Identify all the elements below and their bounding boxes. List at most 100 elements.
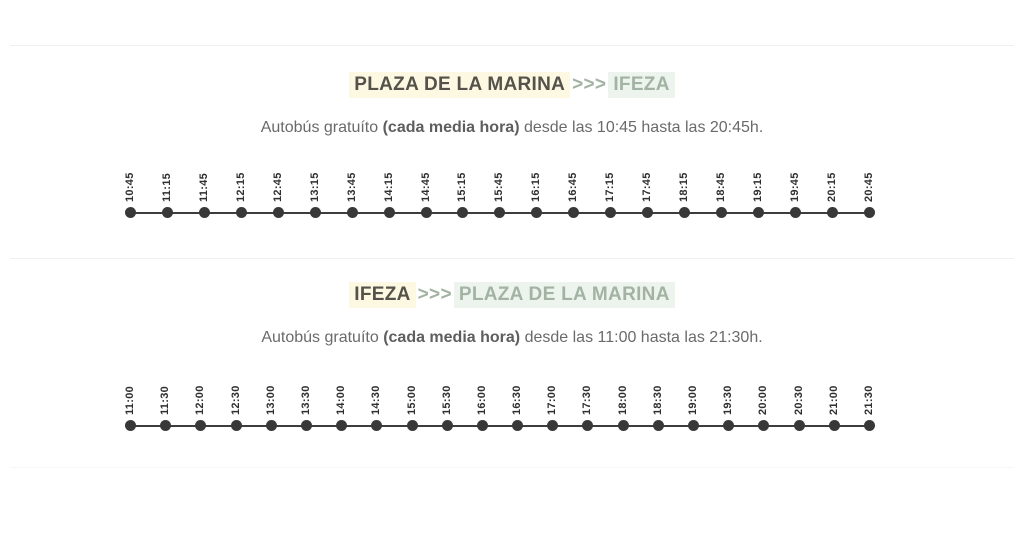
frequency-text: (cada media hora) (382, 119, 520, 136)
stop-time-label: 19:30 (722, 385, 735, 415)
timeline-stop: 18:30 (652, 379, 665, 431)
stop-dot-icon (863, 207, 875, 218)
timeline-stop: 18:15 (678, 166, 691, 218)
route-arrow-icon: >>> (572, 74, 607, 95)
stop-dot-icon (198, 207, 210, 218)
stop-time-label: 15:45 (493, 172, 506, 202)
section-divider (10, 258, 1014, 259)
timeline-stop: 19:30 (722, 379, 735, 431)
frequency-text: (cada media hora) (383, 329, 521, 346)
timeline-stop: 11:15 (161, 166, 174, 218)
description-text: Autobús gratuíto (261, 329, 384, 346)
stop-dot-icon (652, 420, 664, 431)
stop-time-label: 21:30 (862, 385, 875, 415)
stop-dot-icon (605, 207, 617, 218)
timeline-stop: 18:45 (715, 166, 728, 218)
timeline-stop: 19:00 (687, 379, 700, 431)
stop-time-label: 20:15 (825, 172, 838, 202)
stop-dot-icon (383, 207, 395, 218)
timeline-stop: 15:00 (406, 379, 419, 431)
timeline-stop: 21:00 (828, 379, 841, 431)
timeline-stop: 14:45 (420, 166, 433, 218)
timeline-stop: 19:45 (789, 166, 802, 218)
stop-time-label: 16:00 (475, 385, 488, 415)
stop-dot-icon (230, 420, 242, 431)
stop-time-label: 13:15 (308, 172, 321, 202)
stop-dot-icon (758, 420, 770, 431)
stop-dot-icon (476, 420, 488, 431)
stop-time-label: 12:00 (194, 385, 207, 415)
stop-time-label: 11:30 (159, 385, 172, 415)
stop-time-label: 17:45 (641, 172, 654, 202)
stop-dot-icon (336, 420, 348, 431)
timeline-line (130, 425, 870, 427)
stop-dot-icon (457, 207, 469, 218)
stop-time-label: 16:45 (567, 172, 580, 202)
stop-time-label: 18:15 (678, 172, 691, 202)
stop-dot-icon (512, 420, 524, 431)
timeline-stop: 17:45 (641, 166, 654, 218)
top-divider (10, 45, 1014, 46)
hours-text: desde las 10:45 hasta las 20:45h. (519, 119, 764, 136)
stop-dot-icon (716, 207, 727, 218)
stop-time-label: 12:30 (229, 385, 242, 415)
stop-time-label: 12:45 (271, 172, 284, 202)
route-arrow-icon: >>> (417, 284, 452, 305)
timeline-stop: 15:15 (456, 166, 469, 218)
stop-dot-icon (160, 420, 172, 431)
stop-dot-icon (235, 207, 247, 218)
route-title-marina-to-ifeza: PLAZA DE LA MARINA >>> IFEZA (12, 72, 1012, 98)
stop-time-label: 20:30 (792, 385, 805, 415)
timeline-stop: 16:30 (511, 379, 524, 431)
stop-dot-icon (828, 420, 840, 431)
origin-station-label: IFEZA (349, 282, 416, 308)
timeline-stop: 10:45 (124, 166, 137, 218)
stop-dot-icon (125, 420, 136, 431)
stop-dot-icon (300, 420, 312, 431)
timeline-stop: 19:15 (752, 166, 765, 218)
timeline-stop: 20:45 (863, 166, 876, 218)
destination-station-label: IFEZA (608, 72, 675, 98)
stop-time-label: 12:15 (234, 172, 247, 202)
timeline-stop: 17:30 (581, 379, 594, 431)
description-text: Autobús gratuíto (260, 119, 383, 136)
stop-dot-icon (826, 207, 838, 218)
timeline-stop: 11:00 (124, 379, 137, 431)
bottom-divider (10, 467, 1014, 468)
timeline-stop: 12:15 (235, 166, 248, 218)
stop-dot-icon (863, 420, 875, 431)
route-title-ifeza-to-marina: IFEZA >>> PLAZA DE LA MARINA (12, 282, 1012, 308)
stop-time-label: 15:30 (440, 385, 453, 415)
stop-time-label: 13:00 (264, 385, 277, 415)
timeline-stop: 14:15 (383, 166, 396, 218)
stop-time-label: 19:00 (687, 385, 699, 415)
stop-dot-icon (125, 207, 136, 218)
stop-time-label: 14:00 (335, 385, 348, 415)
stop-time-label: 20:45 (862, 172, 875, 202)
stop-dot-icon (752, 207, 764, 218)
timeline-stop: 16:15 (530, 166, 543, 218)
timeline-stop: 16:00 (476, 379, 489, 431)
timeline-stop: 20:15 (826, 166, 839, 218)
timeline-stop: 21:30 (863, 379, 876, 431)
timeline-stop: 12:45 (272, 166, 285, 218)
stop-time-label: 15:00 (405, 385, 418, 415)
stop-time-label: 18:00 (616, 385, 629, 415)
hours-text: desde las 11:00 hasta las 21:30h. (520, 329, 763, 346)
stop-dot-icon (723, 420, 735, 431)
timeline-stop: 12:30 (230, 379, 243, 431)
stop-dot-icon (582, 420, 594, 431)
stop-dot-icon (371, 420, 383, 431)
stop-dot-icon (195, 420, 207, 431)
stop-dot-icon (688, 420, 699, 431)
stop-time-label: 13:45 (345, 172, 358, 202)
stop-dot-icon (793, 420, 805, 431)
stop-dot-icon (161, 207, 173, 218)
timeline-stop: 16:45 (567, 166, 580, 218)
timeline-stop: 13:15 (309, 166, 322, 218)
stop-dot-icon (789, 207, 801, 218)
stop-time-label: 16:30 (511, 385, 524, 415)
stop-time-label: 18:45 (715, 172, 727, 202)
timeline-stop: 11:45 (198, 166, 211, 218)
origin-station-label: PLAZA DE LA MARINA (349, 72, 571, 98)
